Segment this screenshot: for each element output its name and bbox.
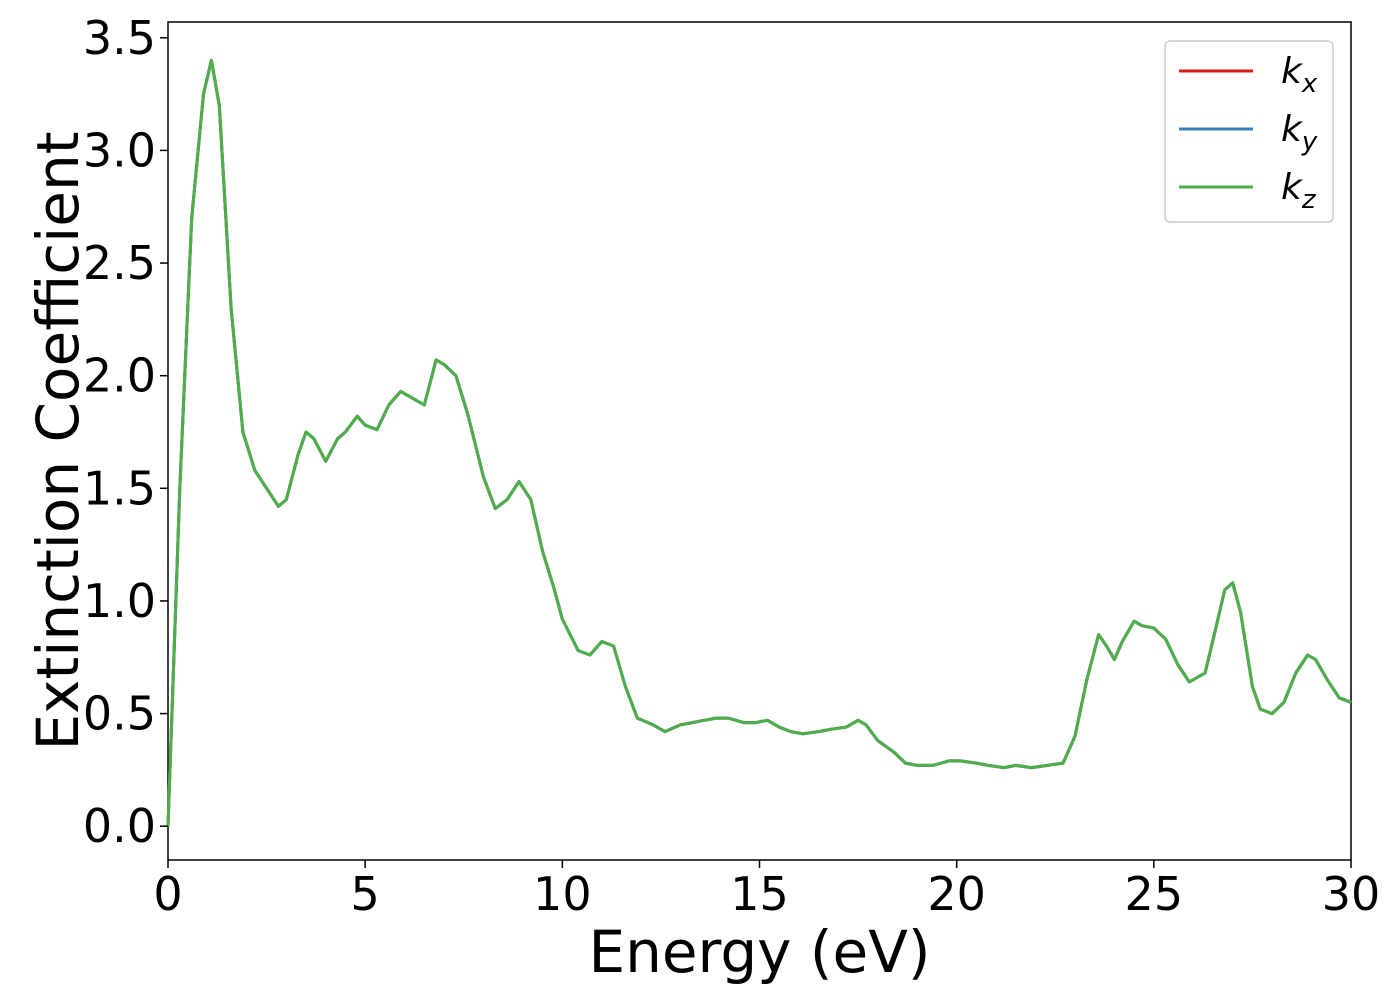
legend-label-base: k bbox=[1281, 109, 1304, 150]
y-tick-label: 1.5 bbox=[83, 461, 156, 515]
legend-label-k_y: ky bbox=[1281, 109, 1318, 157]
x-axis-title: Energy (eV) bbox=[588, 918, 930, 986]
x-tick-label: 10 bbox=[533, 867, 592, 921]
legend-label-base: k bbox=[1281, 51, 1304, 92]
y-tick-label: 3.0 bbox=[83, 123, 156, 177]
legend-label-k_x: kx bbox=[1281, 51, 1318, 99]
y-tick-label: 2.0 bbox=[83, 349, 156, 403]
legend-label-subscript: y bbox=[1301, 127, 1318, 157]
y-tick-label: 0.0 bbox=[83, 799, 156, 853]
x-tick-label: 15 bbox=[730, 867, 789, 921]
x-tick-label: 5 bbox=[351, 867, 380, 921]
legend-label-base: k bbox=[1281, 167, 1304, 208]
series-line-k_z bbox=[166, 58, 1352, 827]
y-tick-label: 3.5 bbox=[83, 11, 156, 65]
legend-label-subscript: x bbox=[1301, 69, 1318, 99]
x-axis: 0 5 10 15 20 25 30 bbox=[153, 860, 1380, 921]
legend-label-k_z: kz bbox=[1281, 167, 1317, 215]
series-layer bbox=[166, 58, 1352, 827]
y-tick-label: 0.5 bbox=[83, 687, 156, 741]
plot-area bbox=[166, 21, 1352, 861]
x-tick-label: 0 bbox=[153, 867, 182, 921]
y-axis: 0.0 0.5 1.0 1.5 2.0 2.5 3.0 3.5 bbox=[83, 11, 168, 853]
legend-box bbox=[1164, 40, 1334, 223]
x-tick-label: 20 bbox=[927, 867, 986, 921]
y-tick-label: 2.5 bbox=[83, 236, 156, 290]
x-tick-label: 25 bbox=[1125, 867, 1184, 921]
x-tick-label: 30 bbox=[1322, 867, 1381, 921]
legend-label-subscript: z bbox=[1301, 185, 1317, 215]
y-tick-label: 1.0 bbox=[83, 574, 156, 628]
y-axis-title: Extinction Coefficient bbox=[24, 132, 92, 751]
